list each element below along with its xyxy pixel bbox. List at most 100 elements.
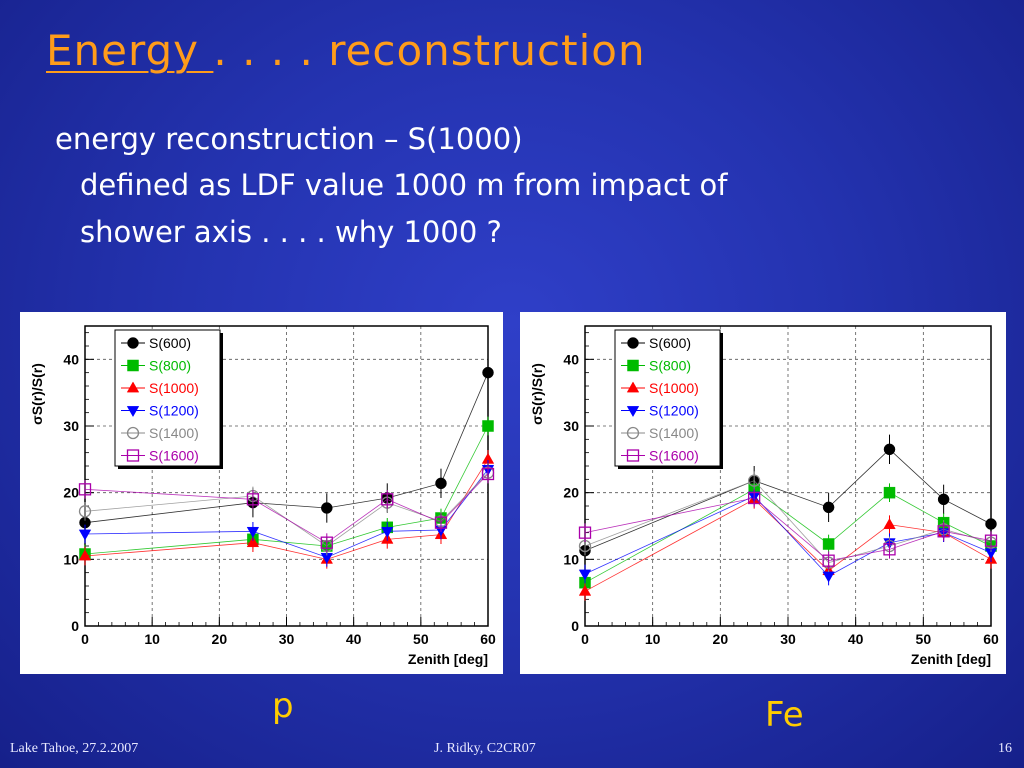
chart-panel-proton: 0 10 20 30 40 50 60 0 10 20 30 40 Zenith [deg] σS(r)/… (20, 312, 503, 674)
legend-box (614, 329, 721, 467)
series-line (584, 498, 992, 592)
legend-box (114, 329, 221, 467)
data-point (78, 549, 92, 561)
legend-label: S(1200) (149, 403, 199, 419)
data-point (481, 467, 495, 481)
data-point (78, 529, 92, 541)
y-tick-label: 30 (63, 418, 79, 434)
title-energy: Energy (46, 26, 214, 75)
data-point (937, 525, 950, 538)
legend-marker (626, 381, 640, 393)
label-iron: Fe (765, 695, 804, 735)
legend-label: S(600) (649, 335, 691, 351)
legend-label: S(1200) (649, 403, 699, 419)
x-tick-label: 20 (713, 631, 729, 647)
legend: S(600) S(800) S(1000) S(1200) S(1400) S(1600) (614, 329, 723, 469)
legend-marker (126, 426, 140, 440)
x-tick-label: 60 (480, 631, 496, 647)
chart-panel-iron: 0 10 20 30 40 50 60 0 10 20 30 40 Zenith [deg] σS(r)/… (520, 312, 1006, 674)
chart-iron: 0 10 20 30 40 50 60 0 10 20 30 40 Zenith [deg] σS(r)/… (529, 325, 999, 667)
legend-marker (626, 406, 640, 418)
data-point (578, 584, 592, 596)
footer-author: J. Ridky, C2CR07 (434, 741, 536, 756)
x-tick-label: 0 (581, 631, 589, 647)
series-line (584, 448, 992, 552)
x-tick-label: 30 (780, 631, 796, 647)
y-axis: 0 10 20 30 40 (563, 332, 594, 634)
legend-label: S(1400) (649, 425, 699, 441)
legend-marker (626, 449, 640, 462)
data-point (78, 483, 92, 496)
legend-marker (126, 449, 140, 462)
data-point (748, 491, 761, 505)
title-rest: . . . . reconstruction (213, 26, 646, 75)
x-tick-label: 50 (413, 631, 429, 647)
x-axis: 0 10 20 30 40 50 60 (581, 617, 999, 647)
x-tick-label: 60 (983, 631, 999, 647)
x-axis: 0 10 20 30 40 50 60 (81, 617, 496, 647)
x-tick-label: 0 (81, 631, 89, 647)
y-tick-label: 0 (71, 618, 79, 634)
data-point (381, 526, 394, 538)
data-point (985, 518, 997, 530)
legend-label: S(1000) (149, 380, 199, 396)
legend-marker (127, 359, 139, 372)
data-point (246, 536, 260, 548)
footer-slide-number: 16 (998, 741, 1012, 756)
legend-marker (127, 337, 139, 349)
y-tick-label: 0 (571, 618, 579, 634)
data-point (78, 505, 92, 518)
data-point (578, 526, 592, 539)
legend-marker (627, 359, 639, 372)
data-point (822, 571, 835, 583)
data-point (822, 501, 835, 514)
y-tick-label: 40 (563, 351, 579, 367)
bullet-line-1: energy reconstruction – S(1000) (55, 122, 523, 156)
x-tick-label: 20 (212, 631, 228, 647)
y-tick-label: 10 (63, 551, 79, 567)
data-point (822, 554, 835, 567)
y-tick-label: 20 (563, 485, 579, 501)
data-point (246, 526, 260, 538)
series-line (584, 488, 992, 584)
bullet-line-2: defined as LDF value 1000 m from impact … (80, 168, 728, 202)
bullet-line-3: shower axis . . . . why 1000 ? (80, 215, 502, 249)
data-point (435, 477, 447, 490)
data-point (883, 543, 896, 556)
series-S(1600) (578, 488, 998, 570)
data-point (321, 502, 333, 514)
data-point (883, 518, 896, 530)
data-point (984, 534, 998, 547)
x-tick-label: 10 (645, 631, 661, 647)
legend-label: S(800) (149, 358, 191, 374)
x-axis-title: Zenith [deg] (911, 651, 991, 667)
data-point (381, 493, 394, 506)
x-tick-label: 40 (346, 631, 362, 647)
legend-label: S(1600) (149, 448, 199, 464)
y-tick-label: 20 (63, 485, 79, 501)
y-axis-title: σS(r)/S(r) (29, 363, 45, 425)
footer-venue-date: Lake Tahoe, 27.2.2007 (10, 741, 139, 756)
series-line (584, 480, 992, 564)
data-point (320, 536, 333, 549)
legend-label: S(600) (149, 335, 191, 351)
series-line (84, 372, 489, 524)
data-point (434, 516, 448, 529)
legend-marker (126, 406, 140, 418)
x-tick-label: 30 (279, 631, 295, 647)
data-point (482, 420, 494, 432)
legend: S(600) S(800) S(1000) S(1200) S(1400) S(1600) (114, 329, 223, 469)
legend-marker (627, 337, 639, 349)
series-S(1600) (78, 464, 495, 552)
series-line (84, 473, 489, 544)
data-point (246, 493, 260, 506)
y-tick-label: 40 (63, 351, 79, 367)
legend-marker (626, 426, 640, 440)
legend-label: S(800) (649, 358, 691, 374)
series-line (84, 459, 489, 560)
x-tick-label: 50 (916, 631, 932, 647)
series-line (84, 469, 489, 558)
slide-title: Energy . . . . reconstruction (46, 26, 646, 75)
x-tick-label: 40 (848, 631, 864, 647)
x-axis-title: Zenith [deg] (408, 651, 488, 667)
